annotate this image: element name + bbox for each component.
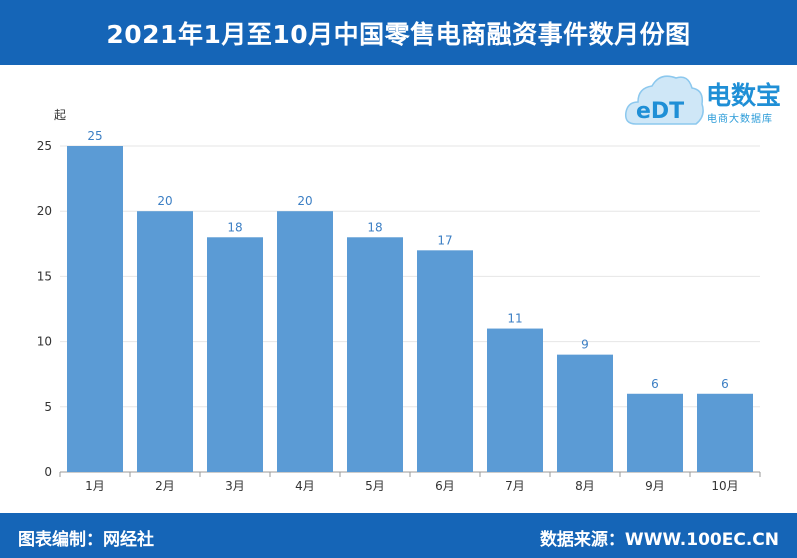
logo-name: 电数宝: [706, 81, 782, 110]
y-unit-label: 起: [54, 108, 66, 122]
bar: [207, 237, 263, 472]
cloud-logo-icon: eDT: [624, 75, 704, 125]
bar: [697, 393, 753, 472]
bar: [487, 328, 543, 472]
data-label: 20: [297, 194, 312, 208]
bar: [347, 237, 403, 472]
chart-title: 2021年1月至10月中国零售电商融资事件数月份图: [106, 19, 691, 49]
logo: eDT 电数宝 电商大数据库: [624, 70, 794, 132]
data-label: 18: [367, 220, 382, 234]
y-tick-label: 25: [37, 139, 52, 153]
footer-data-source: 数据来源：WWW.100EC.CN: [539, 530, 779, 550]
x-tick-label: 8月: [575, 479, 595, 493]
footer-bar: 图表编制：网经社 数据来源：WWW.100EC.CN: [0, 513, 797, 558]
data-label: 6: [721, 377, 729, 391]
bar: [67, 146, 123, 472]
x-tick-label: 10月: [711, 479, 738, 493]
data-label: 11: [507, 312, 522, 326]
logo-tagline: 电商大数据库: [707, 114, 773, 125]
y-tick-label: 20: [37, 204, 52, 218]
bar: [277, 211, 333, 472]
x-tick-label: 1月: [85, 479, 105, 493]
data-label: 20: [157, 194, 172, 208]
x-tick-label: 7月: [505, 479, 525, 493]
bar: [557, 354, 613, 472]
x-tick-label: 4月: [295, 479, 315, 493]
x-tick-label: 6月: [435, 479, 455, 493]
bar: [417, 250, 473, 472]
data-label: 17: [437, 233, 452, 247]
y-tick-label: 5: [44, 400, 52, 414]
data-label: 25: [87, 129, 102, 143]
y-tick-label: 0: [44, 465, 52, 479]
title-bar: 2021年1月至10月中国零售电商融资事件数月份图: [0, 0, 797, 65]
data-label: 6: [651, 377, 659, 391]
bar: [627, 393, 683, 472]
x-tick-label: 9月: [645, 479, 665, 493]
data-label: 9: [581, 338, 589, 352]
x-tick-label: 3月: [225, 479, 245, 493]
x-tick-label: 5月: [365, 479, 385, 493]
x-tick-label: 2月: [155, 479, 175, 493]
y-tick-label: 10: [37, 335, 52, 349]
data-label: 18: [227, 220, 242, 234]
logo-icon-text: eDT: [636, 99, 684, 124]
bar: [137, 211, 193, 472]
footer-source-compiler: 图表编制：网经社: [18, 530, 154, 550]
y-tick-label: 15: [37, 269, 52, 283]
